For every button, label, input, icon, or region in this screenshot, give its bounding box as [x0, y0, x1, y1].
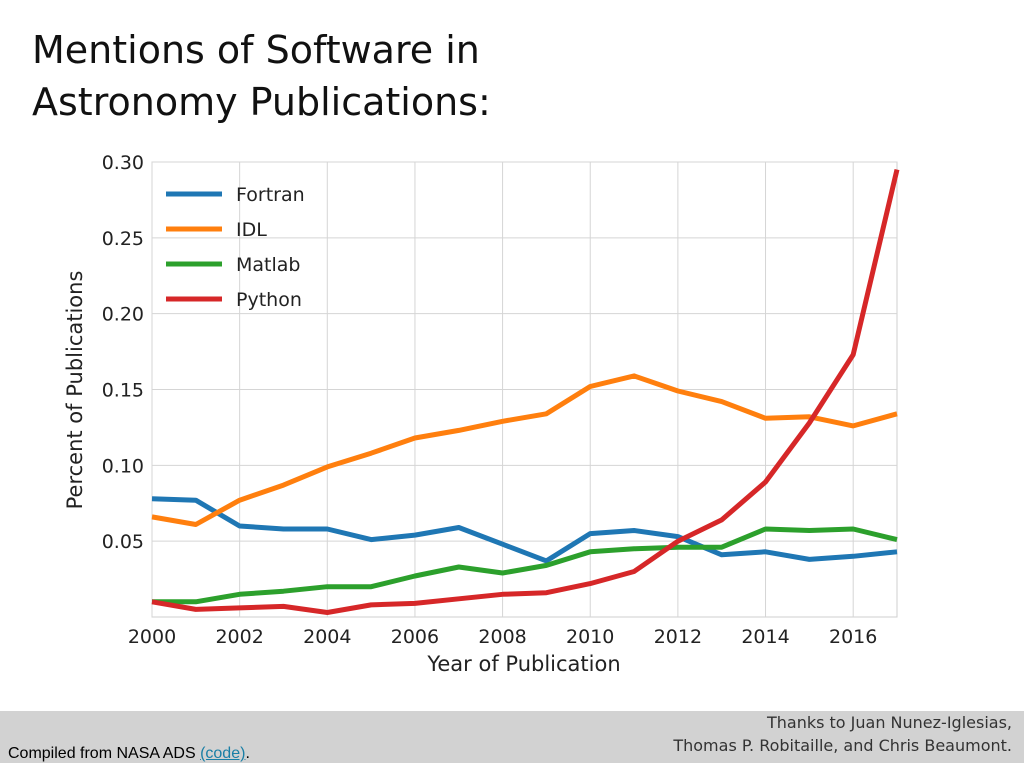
y-tick-label: 0.15 [102, 380, 144, 402]
x-axis-label: Year of Publication [426, 652, 620, 676]
series-line-python [151, 169, 900, 615]
x-tick-label: 2016 [829, 626, 877, 648]
x-tick-label: 2008 [478, 626, 526, 648]
x-tick-label: 2010 [566, 626, 614, 648]
x-axis-ticks: 2000 2002 2004 2006 2008 2010 2012 2014 2016 [128, 626, 878, 648]
source-note: Compiled from NASA ADS (code). [8, 745, 250, 763]
y-tick-label: 0.30 [102, 152, 144, 174]
series-line-matlab [152, 526, 898, 605]
credit-line-1: Thanks to Juan Nunez-Iglesias, [766, 713, 1012, 732]
source-prefix: Compiled from NASA ADS [8, 745, 196, 762]
y-tick-label: 0.25 [102, 228, 144, 250]
x-tick-label: 2012 [654, 626, 702, 648]
credit-line-2: Thomas P. Robitaille, and Chris Beaumont… [673, 736, 1012, 755]
x-tick-label: 2006 [391, 626, 439, 648]
y-tick-label: 0.10 [102, 455, 144, 477]
x-tick-label: 2002 [215, 626, 263, 648]
legend-label-fortran: Fortran [236, 184, 305, 206]
source-suffix: . [245, 745, 250, 762]
legend-label-idl: IDL [236, 219, 267, 241]
x-tick-label: 2000 [128, 626, 176, 648]
code-link[interactable]: (code) [200, 745, 246, 762]
footer-bar: Compiled from NASA ADS (code). Thanks to… [0, 711, 1024, 763]
grid [151, 161, 897, 617]
series-line-idl [151, 373, 898, 527]
y-axis-ticks: 0.05 0.10 0.15 0.20 0.25 0.30 [102, 152, 144, 553]
y-axis-label: Percent of Publications [63, 271, 87, 510]
credits: Thanks to Juan Nunez-Iglesias, Thomas P.… [673, 711, 1012, 757]
series-line-fortran [151, 496, 898, 564]
x-tick-label: 2014 [741, 626, 789, 648]
slide-title-line-1: Mentions of Software in [32, 28, 480, 72]
slide-title: Mentions of Software in Astronomy Public… [32, 24, 652, 128]
line-chart: 2000 2002 2004 2006 2008 2010 2012 2014 2016 0.0… [63, 152, 900, 676]
slide-title-line-2: Astronomy Publications: [32, 80, 491, 124]
x-tick-label: 2004 [303, 626, 351, 648]
y-tick-label: 0.20 [102, 304, 144, 326]
legend-label-matlab: Matlab [236, 254, 300, 276]
legend: Fortran IDL Matlab Python [166, 184, 305, 311]
legend-label-python: Python [236, 289, 302, 311]
y-tick-label: 0.05 [102, 531, 144, 553]
series-lines [151, 169, 900, 615]
